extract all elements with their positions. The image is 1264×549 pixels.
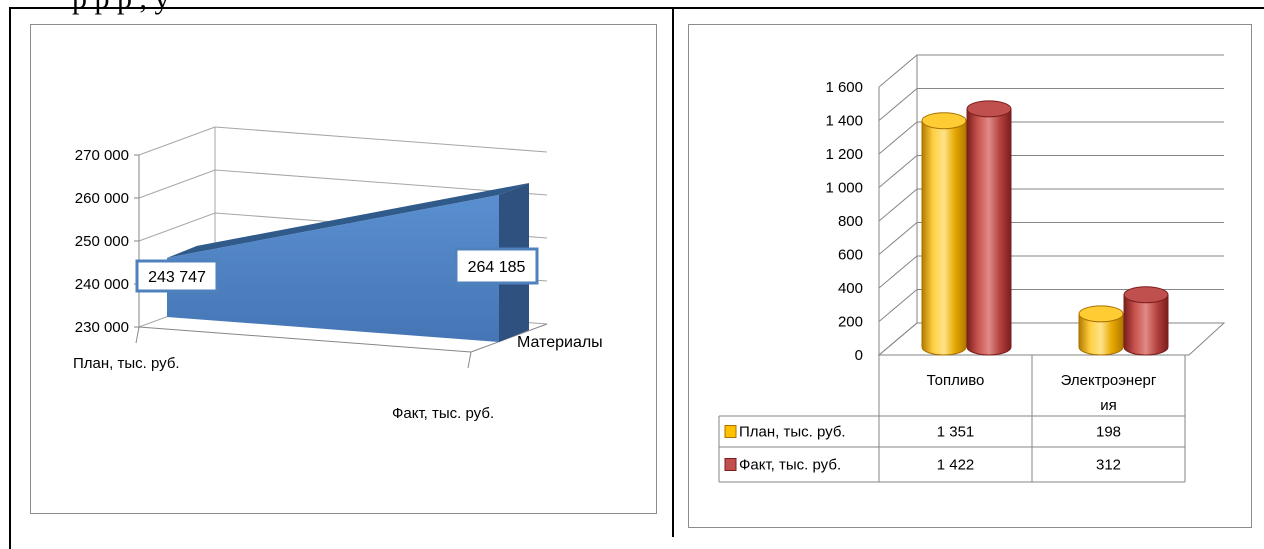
table-value: 312 [1096,457,1121,474]
data-label: 264 185 [468,259,526,276]
y-tick-label: 1 600 [825,79,863,96]
y-tick-label: 1 200 [825,146,863,163]
y-tick-label: 400 [838,280,863,297]
table-category-label: Топливо [927,372,985,389]
table-frame [9,7,1264,549]
bar-cylinder [1078,313,1124,356]
fuel-energy-bar-chart: 0 200 400 600 800 1 000 1 200 1 400 1 600 Топливо… [718,54,1226,483]
data-label-box [135,259,219,293]
y-tick-label: 270 000 [75,147,129,164]
table-category-label: ия [1100,397,1117,414]
table-value: 1 351 [937,424,975,441]
bar-cylinder-top [966,100,1012,118]
x-axis [138,326,472,353]
x-tick-label: План, тыс. руб. [73,355,180,372]
legend-series-name: План, тыс. руб. [739,424,846,441]
gridline [878,54,1224,88]
fuel-energy-chart: 0 200 400 600 800 1 000 1 200 1 400 1 600 Топливо… [688,24,1252,528]
x-tick-label: Факт, тыс. руб. [392,405,494,422]
data-label-box [454,247,539,285]
y-tick-label: 250 000 [75,233,129,250]
y-tick-label: 600 [838,247,863,264]
y-tick-label: 260 000 [75,190,129,207]
table-value: 198 [1096,424,1121,441]
table-divider [672,7,674,537]
y-tick-label: 200 [838,314,863,331]
y-tick-label: 1 000 [825,180,863,197]
y-tick-label: 0 [855,347,863,364]
table-category-label: Электроэнерг [1061,372,1157,389]
gridline [138,126,548,156]
bar-cylinder [966,108,1012,356]
y-tick-label: 230 000 [75,319,129,336]
area-top-face [167,183,529,258]
y-tick-label: 800 [838,213,863,230]
bar-cylinder-top [921,112,967,130]
bar-cylinder-top [1078,305,1124,323]
data-label: 243 747 [148,269,206,286]
materials-chart: 230 000 240 000 250 000 260 000 270 000 План,… [30,24,657,514]
table-value: 1 422 [937,457,975,474]
materials-area-chart: 230 000 240 000 250 000 260 000 270 000 План,… [73,126,603,422]
legend-series-name: Факт, тыс. руб. [739,457,841,474]
bar-cylinder-top [1123,286,1169,304]
x-tick [467,351,472,369]
series-label: Материалы [517,334,603,351]
y-tick-label: 1 400 [825,113,863,130]
legend-key [724,425,737,438]
bar-cylinder [921,120,967,356]
legend-key [724,458,737,471]
bar-cylinder [1123,294,1169,356]
y-tick-label: 240 000 [75,276,129,293]
x-tick [135,326,140,344]
area-front-face [167,195,499,342]
